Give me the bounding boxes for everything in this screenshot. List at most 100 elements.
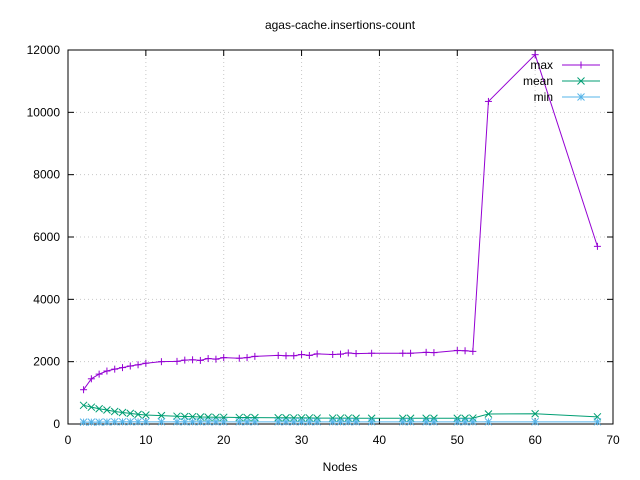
data-point-max (119, 364, 126, 372)
legend-label: mean (523, 74, 553, 88)
data-point-max (344, 349, 352, 357)
data-point-max (282, 352, 290, 360)
legend-marker (577, 77, 585, 85)
data-point-min (282, 417, 290, 426)
data-point-max (134, 361, 142, 369)
data-point-mean (328, 414, 337, 422)
data-point-min (274, 417, 283, 426)
data-point-max (368, 349, 376, 357)
data-point-min (297, 417, 306, 426)
data-point-min (469, 417, 477, 426)
grid (68, 50, 613, 424)
y-tick-label: 10000 (27, 105, 61, 119)
data-point-mean (79, 401, 88, 410)
data-point-min (344, 417, 353, 426)
data-point-max (352, 350, 360, 358)
data-point-mean (95, 404, 103, 413)
data-point-min (126, 417, 135, 426)
data-point-max (212, 355, 220, 363)
x-tick-label: 50 (451, 433, 465, 447)
legend-marker (577, 93, 585, 101)
legend-item-min: min (534, 90, 600, 104)
data-point-min (422, 417, 430, 426)
data-point-mean (461, 414, 469, 423)
y-tick-label: 8000 (33, 168, 60, 182)
data-point-max (111, 365, 119, 373)
data-point-max (298, 350, 306, 358)
data-point-max (274, 351, 282, 359)
data-point-max (196, 356, 204, 364)
series-min (79, 417, 602, 426)
data-point-max (157, 358, 165, 366)
data-point-mean (157, 411, 166, 420)
data-point-min (219, 417, 228, 426)
data-point-max (189, 356, 197, 364)
data-point-min (352, 417, 360, 426)
data-point-mean (422, 414, 430, 423)
x-tick-label: 10 (139, 433, 153, 447)
y-tick-label: 0 (53, 417, 60, 431)
data-point-max (243, 354, 251, 362)
data-point-min (398, 417, 407, 426)
x-tick-label: 30 (295, 433, 309, 447)
data-point-max (290, 352, 298, 360)
data-point-min (461, 417, 469, 426)
data-point-min (430, 417, 438, 426)
data-point-mean (297, 414, 306, 422)
data-point-mean (118, 408, 127, 417)
data-point-min (305, 417, 314, 426)
data-point-min (110, 417, 119, 426)
data-point-mean (469, 414, 477, 422)
x-tick-label: 0 (65, 433, 72, 447)
data-point-min (118, 417, 127, 426)
data-point-min (87, 418, 96, 426)
data-point-min (157, 417, 166, 426)
data-point-min (243, 417, 251, 426)
data-point-max (593, 242, 601, 250)
data-point-mean (305, 414, 314, 422)
data-point-max (399, 349, 407, 357)
series-group (79, 51, 602, 426)
data-point-max (235, 354, 243, 362)
data-point-max (469, 347, 477, 355)
data-point-mean (484, 410, 493, 418)
data-point-min (336, 417, 345, 426)
data-point-min (212, 417, 220, 426)
data-point-max (453, 346, 461, 354)
legend-item-mean: mean (523, 74, 600, 88)
data-point-max (329, 350, 337, 358)
data-point-mean (103, 406, 111, 414)
legend-label: max (530, 58, 553, 72)
data-point-min (453, 417, 462, 426)
data-point-max (103, 367, 111, 375)
data-point-max (422, 348, 430, 356)
data-point-min (142, 417, 150, 426)
data-point-max (430, 349, 438, 357)
data-point-mean (142, 411, 150, 419)
data-point-min (103, 418, 111, 426)
data-point-min (484, 417, 493, 426)
data-point-mean (110, 407, 119, 416)
data-point-min (289, 417, 298, 426)
x-tick-label: 70 (606, 433, 620, 447)
data-point-min (406, 417, 415, 426)
data-point-min (188, 417, 197, 426)
data-point-max (204, 355, 212, 363)
data-point-max (305, 351, 313, 359)
legend-marker (577, 61, 585, 69)
legend: max mean min (523, 58, 600, 104)
data-point-mean (352, 414, 360, 423)
data-point-min (531, 417, 539, 426)
data-point-min (196, 417, 205, 426)
data-point-mean (87, 403, 96, 412)
data-point-min (204, 417, 212, 426)
data-point-max (461, 347, 469, 355)
data-point-max (407, 349, 415, 357)
data-point-mean (367, 414, 376, 423)
data-point-min (95, 418, 103, 426)
data-point-min (180, 417, 189, 426)
data-point-max (173, 357, 181, 365)
data-point-mean (313, 414, 321, 422)
data-point-min (173, 417, 181, 426)
